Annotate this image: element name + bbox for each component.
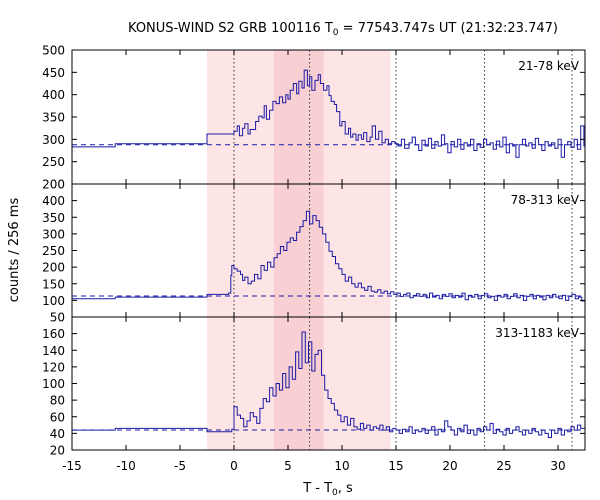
y-tick-label: 250: [42, 244, 65, 258]
y-tick-label: 140: [42, 344, 65, 358]
panel-energy-label: 21-78 keV: [518, 59, 580, 73]
y-tick-label: 120: [42, 360, 65, 374]
y-tick-label: 60: [50, 410, 65, 424]
y-tick-label: 500: [42, 44, 65, 58]
panel-3: 20 40 60 80 100 120 140 160 313-1183 keV: [42, 316, 586, 458]
panel-2: 50 100 150 200 250 300 350 400 78-313 keV: [42, 183, 586, 325]
shaded-interval-2: [273, 184, 324, 317]
panel-energy-label: 313-1183 keV: [495, 326, 579, 340]
y-tick-label: 450: [42, 66, 65, 80]
x-tick-label: -5: [174, 459, 186, 473]
x-tick-label: 10: [334, 459, 349, 473]
y-tick-label: 400: [42, 88, 65, 102]
x-axis-label: T - T0, s: [302, 481, 353, 498]
y-tick-label: 100: [42, 377, 65, 391]
y-tick-label: 200: [42, 178, 65, 192]
count-rate-curve: [72, 210, 585, 302]
panel-energy-label: 78-313 keV: [511, 193, 580, 207]
count-rate-curve: [72, 69, 585, 158]
y-tick-label: 300: [42, 227, 65, 241]
x-tick-label: 25: [496, 459, 511, 473]
y-tick-label: 350: [42, 111, 65, 125]
y-tick-label: 40: [50, 427, 65, 441]
x-tick-label: 5: [284, 459, 292, 473]
y-tick-label: 20: [50, 444, 65, 458]
x-tick-label: -15: [62, 459, 82, 473]
panel-1: 200 250 300 350 400 450 500 21-78 keV: [42, 44, 586, 192]
x-tick-label: 30: [550, 459, 565, 473]
y-tick-label: 80: [50, 394, 65, 408]
y-axis-label: counts / 256 ms: [7, 198, 22, 303]
shaded-interval-2: [273, 50, 324, 184]
y-tick-label: 100: [42, 294, 65, 308]
y-tick-label: 250: [42, 155, 65, 169]
y-tick-label: 150: [42, 277, 65, 291]
y-tick-label: 50: [50, 311, 65, 325]
y-tick-label: 400: [42, 194, 65, 208]
x-tick-label: 20: [442, 459, 457, 473]
x-tick-label: -10: [116, 459, 136, 473]
y-tick-label: 200: [42, 261, 65, 275]
y-tick-label: 350: [42, 211, 65, 225]
x-tick-label: 15: [388, 459, 403, 473]
x-tick-label: 0: [230, 459, 238, 473]
count-rate-curve: [72, 331, 585, 438]
y-tick-label: 300: [42, 133, 65, 147]
chart-title: KONUS-WIND S2 GRB 100116 T0 = 77543.747s…: [128, 21, 558, 38]
y-tick-label: 160: [42, 327, 65, 341]
